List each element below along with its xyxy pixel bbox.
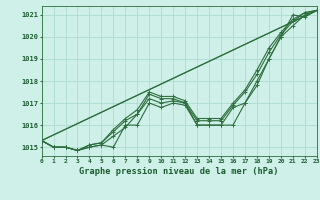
X-axis label: Graphe pression niveau de la mer (hPa): Graphe pression niveau de la mer (hPa) bbox=[79, 167, 279, 176]
